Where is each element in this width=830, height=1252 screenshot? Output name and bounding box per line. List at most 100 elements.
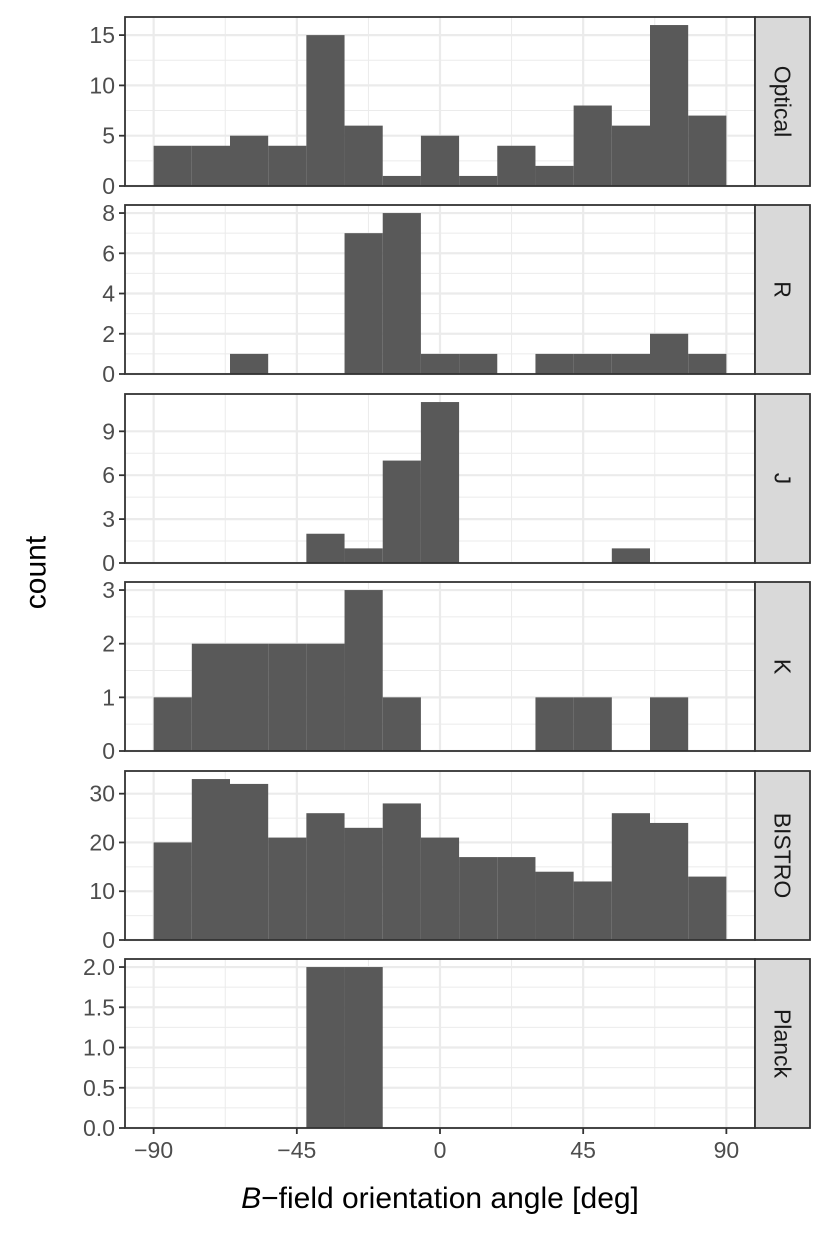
histogram-bar — [611, 353, 650, 374]
y-tick-label: 3 — [102, 577, 115, 603]
histogram-bar — [650, 697, 689, 751]
histogram-bar — [382, 175, 421, 186]
histogram-bar — [306, 967, 345, 1128]
histogram-bar — [344, 827, 383, 940]
histogram-bar — [573, 105, 612, 186]
histogram-bar — [459, 353, 498, 374]
histogram-bar — [420, 353, 460, 374]
histogram-bar — [230, 643, 269, 751]
histogram-bar — [230, 353, 269, 374]
facet-strip — [754, 204, 811, 375]
y-tick-label: 1.5 — [83, 994, 115, 1020]
x-tick-label: −90 — [134, 1137, 173, 1163]
histogram-bar — [535, 165, 574, 186]
histogram-bar — [306, 643, 345, 751]
x-tick-label: 0 — [434, 1137, 447, 1163]
x-tick-label: 90 — [714, 1137, 740, 1163]
facet-strip-label: Optical — [770, 66, 796, 138]
facet-panel-j: J 0 3 6 9 — [102, 393, 811, 576]
histogram-bar — [153, 697, 192, 751]
histogram-bar — [573, 697, 612, 751]
histogram-bar — [688, 876, 727, 940]
x-axis-title-italic: B — [241, 1182, 261, 1215]
y-tick-label: 4 — [102, 281, 115, 307]
y-tick-label: 9 — [102, 418, 115, 444]
y-tick-label: 10 — [89, 878, 115, 904]
y-tick-label: 0.0 — [83, 1115, 115, 1141]
histogram-bar — [268, 837, 307, 940]
facet-strip-label: R — [770, 281, 796, 298]
facet-panel-planck: Planck 0.0 0.5 1.0 1.5 2.0 — [83, 954, 811, 1141]
histogram-bar — [230, 783, 269, 940]
facet-panel-k: K 0 1 2 3 — [102, 577, 811, 764]
y-tick-label: 6 — [102, 462, 115, 488]
histogram-bar — [611, 125, 650, 186]
histogram-bar — [420, 402, 460, 563]
histogram-bar — [688, 353, 727, 374]
histogram-bar — [382, 803, 421, 940]
histogram-bar — [153, 145, 192, 186]
y-tick-label: 6 — [102, 240, 115, 266]
y-tick-label: 2 — [102, 321, 115, 347]
histogram-bar — [497, 857, 536, 940]
facet-strip-label: Planck — [770, 1009, 796, 1079]
y-tick-label: 10 — [89, 72, 115, 98]
facet-panel-r: R 0 2 4 6 8 — [102, 200, 811, 387]
y-tick-label: 0 — [102, 361, 115, 387]
histogram-bar — [420, 135, 460, 186]
histogram-bar — [573, 353, 612, 374]
facet-strip-label: K — [770, 659, 796, 675]
histogram-bar — [191, 779, 230, 940]
histogram-bar — [306, 533, 345, 563]
histogram-bar — [344, 590, 383, 751]
histogram-bar — [688, 115, 727, 186]
histogram-bar — [268, 145, 307, 186]
histogram-bar — [191, 145, 230, 186]
y-tick-label: 0.5 — [83, 1075, 115, 1101]
histogram-bar — [153, 842, 192, 940]
facet-strip — [754, 16, 811, 187]
histogram-bar — [191, 643, 230, 751]
y-tick-label: 0 — [102, 738, 115, 764]
y-tick-label: 1 — [102, 684, 115, 710]
facet-strip — [754, 770, 811, 941]
histogram-bar — [306, 813, 345, 940]
histogram-bar — [535, 353, 574, 374]
x-axis-title-rest: −field orientation angle [deg] — [261, 1182, 639, 1215]
histogram-bar — [420, 837, 460, 940]
y-tick-label: 2.0 — [83, 954, 115, 980]
histogram-bar — [535, 871, 574, 940]
histogram-bar — [306, 35, 345, 186]
facet-strip — [754, 581, 811, 752]
facet-strip — [754, 393, 811, 564]
histogram-bar — [611, 813, 650, 940]
histogram-bar — [650, 822, 689, 940]
histogram-bar — [344, 967, 383, 1128]
histogram-bar — [230, 135, 269, 186]
histogram-bar — [535, 697, 574, 751]
histogram-bar — [382, 460, 421, 563]
y-tick-label: 30 — [89, 781, 115, 807]
facet-strip — [754, 958, 811, 1129]
histogram-bar — [382, 213, 421, 374]
y-tick-label: 15 — [89, 22, 115, 48]
facet-panel-optical: Optical 0 5 10 15 — [89, 16, 811, 199]
histogram-bar — [459, 857, 498, 940]
facet-panel-bistro: BISTRO 0 10 20 30 — [89, 770, 811, 953]
y-tick-label: 0 — [102, 927, 115, 953]
histogram-bar — [573, 881, 612, 940]
facet-strip-label: BISTRO — [770, 813, 796, 899]
y-tick-label: 2 — [102, 631, 115, 657]
y-tick-label: 0 — [102, 173, 115, 199]
histogram-bar — [611, 548, 650, 563]
histogram-bar — [459, 175, 498, 186]
histogram-bar — [650, 333, 689, 374]
y-tick-label: 5 — [102, 123, 115, 149]
histogram-bar — [344, 125, 383, 186]
x-tick-label: 45 — [570, 1137, 596, 1163]
histogram-bar — [344, 548, 383, 563]
y-axis-title: count — [20, 535, 53, 609]
histogram-bar — [268, 643, 307, 751]
